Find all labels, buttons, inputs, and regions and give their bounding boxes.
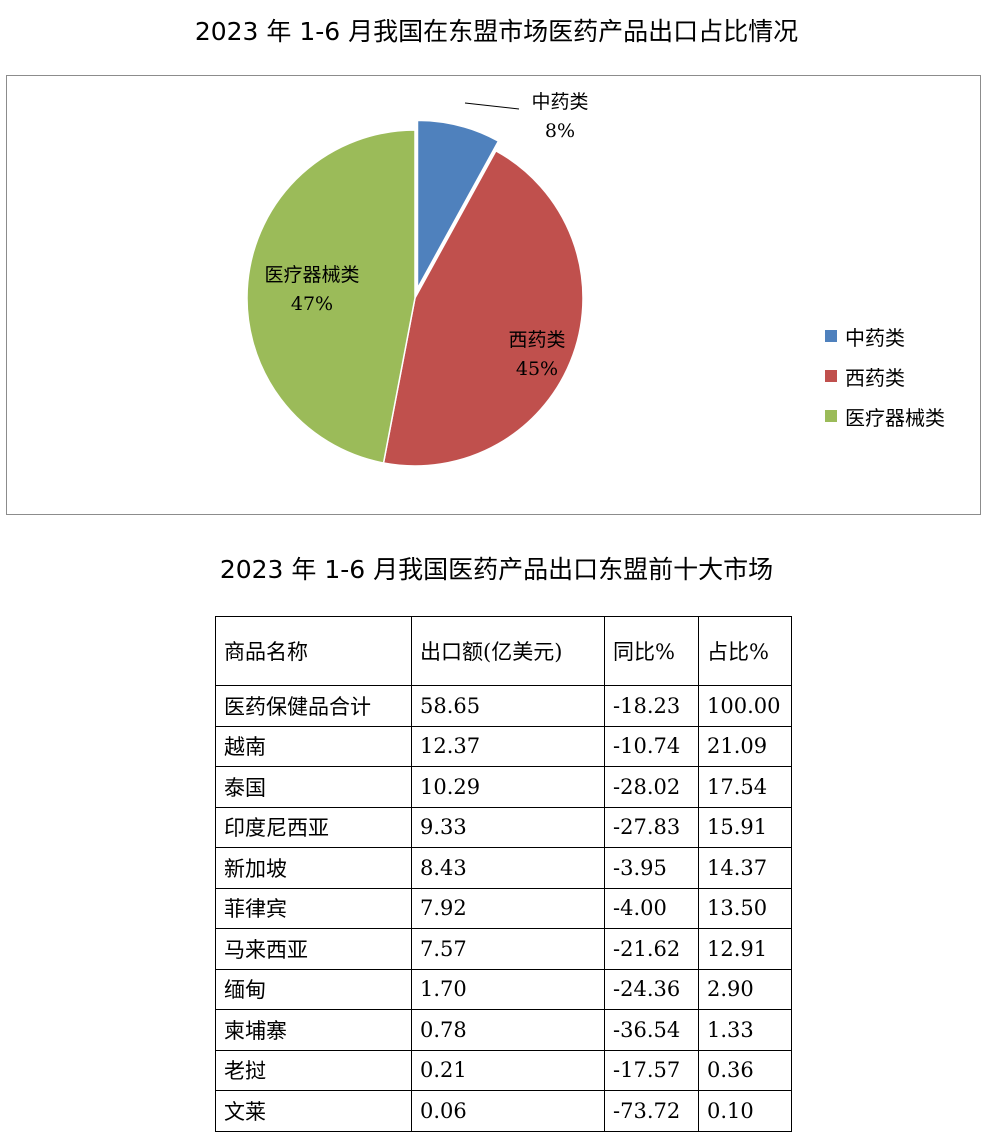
- table-row: 老挝 0.21 -17.57 0.36: [215, 1049, 792, 1091]
- table-cell: 2.90: [698, 968, 792, 1010]
- leader-line: [464, 102, 520, 110]
- table-cell: -4.00: [604, 887, 699, 929]
- column-header: 同比%: [604, 616, 699, 686]
- table-cell: 0.78: [411, 1009, 605, 1051]
- table-cell: -17.57: [604, 1049, 699, 1091]
- legend-swatch: [825, 330, 837, 342]
- legend-label: 西药类: [845, 365, 905, 390]
- legend-item: 西药类: [825, 356, 945, 396]
- pie-slice: [416, 119, 500, 289]
- table-cell: 0.21: [411, 1049, 605, 1091]
- legend-swatch: [825, 410, 837, 422]
- table-row: 印度尼西亚 9.33 -27.83 15.91: [215, 806, 792, 848]
- table-cell: 文莱: [215, 1090, 412, 1132]
- table-cell: 1.70: [411, 968, 605, 1010]
- table-cell: 17.54: [698, 766, 792, 808]
- table-row: 泰国 10.29 -28.02 17.54: [215, 766, 792, 808]
- table-cell: 12.91: [698, 928, 792, 970]
- table-cell: -24.36: [604, 968, 699, 1010]
- pie-slice: [382, 149, 584, 467]
- table-title: 2023 年 1-6 月我国医药产品出口东盟前十大市场: [219, 555, 774, 584]
- legend-swatch: [825, 370, 837, 382]
- table-cell: -18.23: [604, 685, 699, 727]
- table-cell: 1.33: [698, 1009, 792, 1051]
- pie-chart: 中药类 8% 西药类 45% 医疗器械类 47% 中药类 西药类 医疗器械类: [6, 75, 981, 515]
- column-header: 商品名称: [215, 616, 412, 686]
- table-cell: -36.54: [604, 1009, 699, 1051]
- table-cell: 14.37: [698, 847, 792, 889]
- table-cell: -73.72: [604, 1090, 699, 1132]
- table-cell: 越南: [215, 725, 412, 767]
- market-table: 商品名称 出口额(亿美元) 同比% 占比% 医药保健品合计 58.65 -18.23…: [215, 616, 792, 1132]
- table-cell: 新加坡: [215, 847, 412, 889]
- pie-svg: 中药类 8% 西药类 45% 医疗器械类 47%: [246, 91, 589, 467]
- table-row: 马来西亚 7.57 -21.62 12.91: [215, 928, 792, 970]
- table-cell: 58.65: [411, 685, 605, 727]
- table-cell: 0.06: [411, 1090, 605, 1132]
- table-cell: -21.62: [604, 928, 699, 970]
- table-cell: 7.92: [411, 887, 605, 929]
- slice-category-label: 医疗器械类: [264, 264, 359, 286]
- slice-category-label: 中药类: [531, 91, 588, 113]
- slice-value-label: 8%: [545, 120, 575, 142]
- chart-title: 2023 年 1-6 月我国在东盟市场医药产品出口占比情况: [194, 17, 799, 46]
- table-cell: -28.02: [604, 766, 699, 808]
- table-row: 文莱 0.06 -73.72 0.10: [215, 1090, 792, 1132]
- legend-item: 医疗器械类: [825, 396, 945, 436]
- legend: 中药类西药类医疗器械类: [825, 316, 945, 436]
- table-row: 菲律宾 7.92 -4.00 13.50: [215, 887, 792, 929]
- table-header-row: 商品名称 出口额(亿美元) 同比% 占比%: [215, 616, 792, 686]
- table-cell: 柬埔寨: [215, 1009, 412, 1051]
- table-cell: 医药保健品合计: [215, 685, 412, 727]
- table-row: 新加坡 8.43 -3.95 14.37: [215, 847, 792, 889]
- table-cell: 9.33: [411, 806, 605, 848]
- table-row: 越南 12.37 -10.74 21.09: [215, 725, 792, 767]
- table-cell: 菲律宾: [215, 887, 412, 929]
- table-cell: 10.29: [411, 766, 605, 808]
- slice-value-label: 45%: [516, 358, 558, 380]
- table-cell: 7.57: [411, 928, 605, 970]
- table-cell: 老挝: [215, 1049, 412, 1091]
- table-row: 柬埔寨 0.78 -36.54 1.33: [215, 1009, 792, 1051]
- table-cell: -10.74: [604, 725, 699, 767]
- table-cell: 12.37: [411, 725, 605, 767]
- table-cell: 印度尼西亚: [215, 806, 412, 848]
- table-cell: 15.91: [698, 806, 792, 848]
- table-cell: 13.50: [698, 887, 792, 929]
- table-cell: 8.43: [411, 847, 605, 889]
- table-cell: 21.09: [698, 725, 792, 767]
- table-row: 医药保健品合计 58.65 -18.23 100.00: [215, 685, 792, 727]
- table-cell: 0.10: [698, 1090, 792, 1132]
- table-cell: 缅甸: [215, 968, 412, 1010]
- pie-slice: [246, 129, 416, 464]
- table-cell: -27.83: [604, 806, 699, 848]
- table-cell: 0.36: [698, 1049, 792, 1091]
- legend-label: 中药类: [845, 325, 905, 350]
- legend-label: 医疗器械类: [845, 405, 945, 430]
- table-row: 缅甸 1.70 -24.36 2.90: [215, 968, 792, 1010]
- slice-value-label: 47%: [291, 293, 333, 315]
- column-header: 出口额(亿美元): [411, 616, 605, 686]
- slice-category-label: 西药类: [508, 329, 565, 351]
- table-cell: -3.95: [604, 847, 699, 889]
- legend-item: 中药类: [825, 316, 945, 356]
- table-cell: 100.00: [698, 685, 792, 727]
- table-cell: 泰国: [215, 766, 412, 808]
- column-header: 占比%: [698, 616, 792, 686]
- table-cell: 马来西亚: [215, 928, 412, 970]
